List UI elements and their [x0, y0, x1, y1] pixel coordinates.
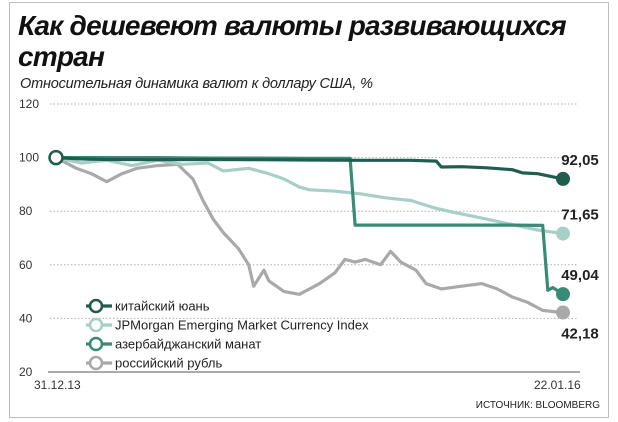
series-end-label-3: 42,18 — [561, 326, 599, 343]
series-lines — [48, 149, 570, 320]
series-line-1 — [55, 156, 564, 236]
series-end-label-0: 92,05 — [561, 152, 599, 169]
chart-title: Как дешевеют валюты развивающихся стран — [18, 10, 567, 72]
legend-label-3: российский рубль — [115, 356, 222, 371]
end-value-labels: 42,18 71,65 49,04 92,05 — [561, 152, 599, 343]
legend-label-1: JPMorgan Emerging Market Currency Index — [115, 318, 369, 333]
legend-swatch-marker-2 — [88, 336, 104, 352]
chart-frame — [9, 2, 609, 418]
legend-label-0: китайский юань — [115, 299, 210, 314]
series-line-2 — [56, 156, 564, 296]
legend-swatch-marker-0 — [88, 298, 104, 314]
y-tick-label-20: 20 — [19, 365, 33, 379]
source-label: ИСТОЧНИК: BLOOMBERG — [476, 400, 600, 411]
series-line-0 — [55, 156, 564, 181]
x-tick-label-start: 31.12.13 — [34, 378, 81, 392]
series-end-label-1: 71,65 — [561, 207, 599, 224]
series-end-label-2: 49,04 — [561, 267, 599, 284]
series-end-marker-3 — [556, 305, 570, 320]
y-tick-label-100: 100 — [19, 151, 39, 165]
y-tick-label-60: 60 — [19, 258, 33, 272]
y-tick-label-40: 40 — [19, 311, 33, 325]
legend-swatch-marker-1 — [88, 317, 104, 333]
y-axis-ticks: 20 40 60 80 100 120 — [19, 97, 39, 379]
y-tick-label-80: 80 — [19, 204, 33, 218]
series-end-marker-0 — [556, 171, 570, 186]
y-tick-label-120: 120 — [19, 97, 39, 111]
legend-swatch-marker-3 — [88, 355, 104, 371]
series-end-marker-1 — [556, 226, 570, 241]
series-end-marker-2 — [556, 287, 570, 302]
legend: китайский юань JPMorgan Emerging Market C… — [86, 299, 369, 371]
legend-label-2: азербайджанский манат — [115, 337, 261, 352]
series-line-3 — [55, 156, 564, 315]
series-start-marker — [48, 149, 64, 166]
chart-subtitle: Относительная динамика валют к доллару С… — [20, 76, 373, 92]
x-tick-label-end: 22.01.16 — [534, 378, 581, 392]
